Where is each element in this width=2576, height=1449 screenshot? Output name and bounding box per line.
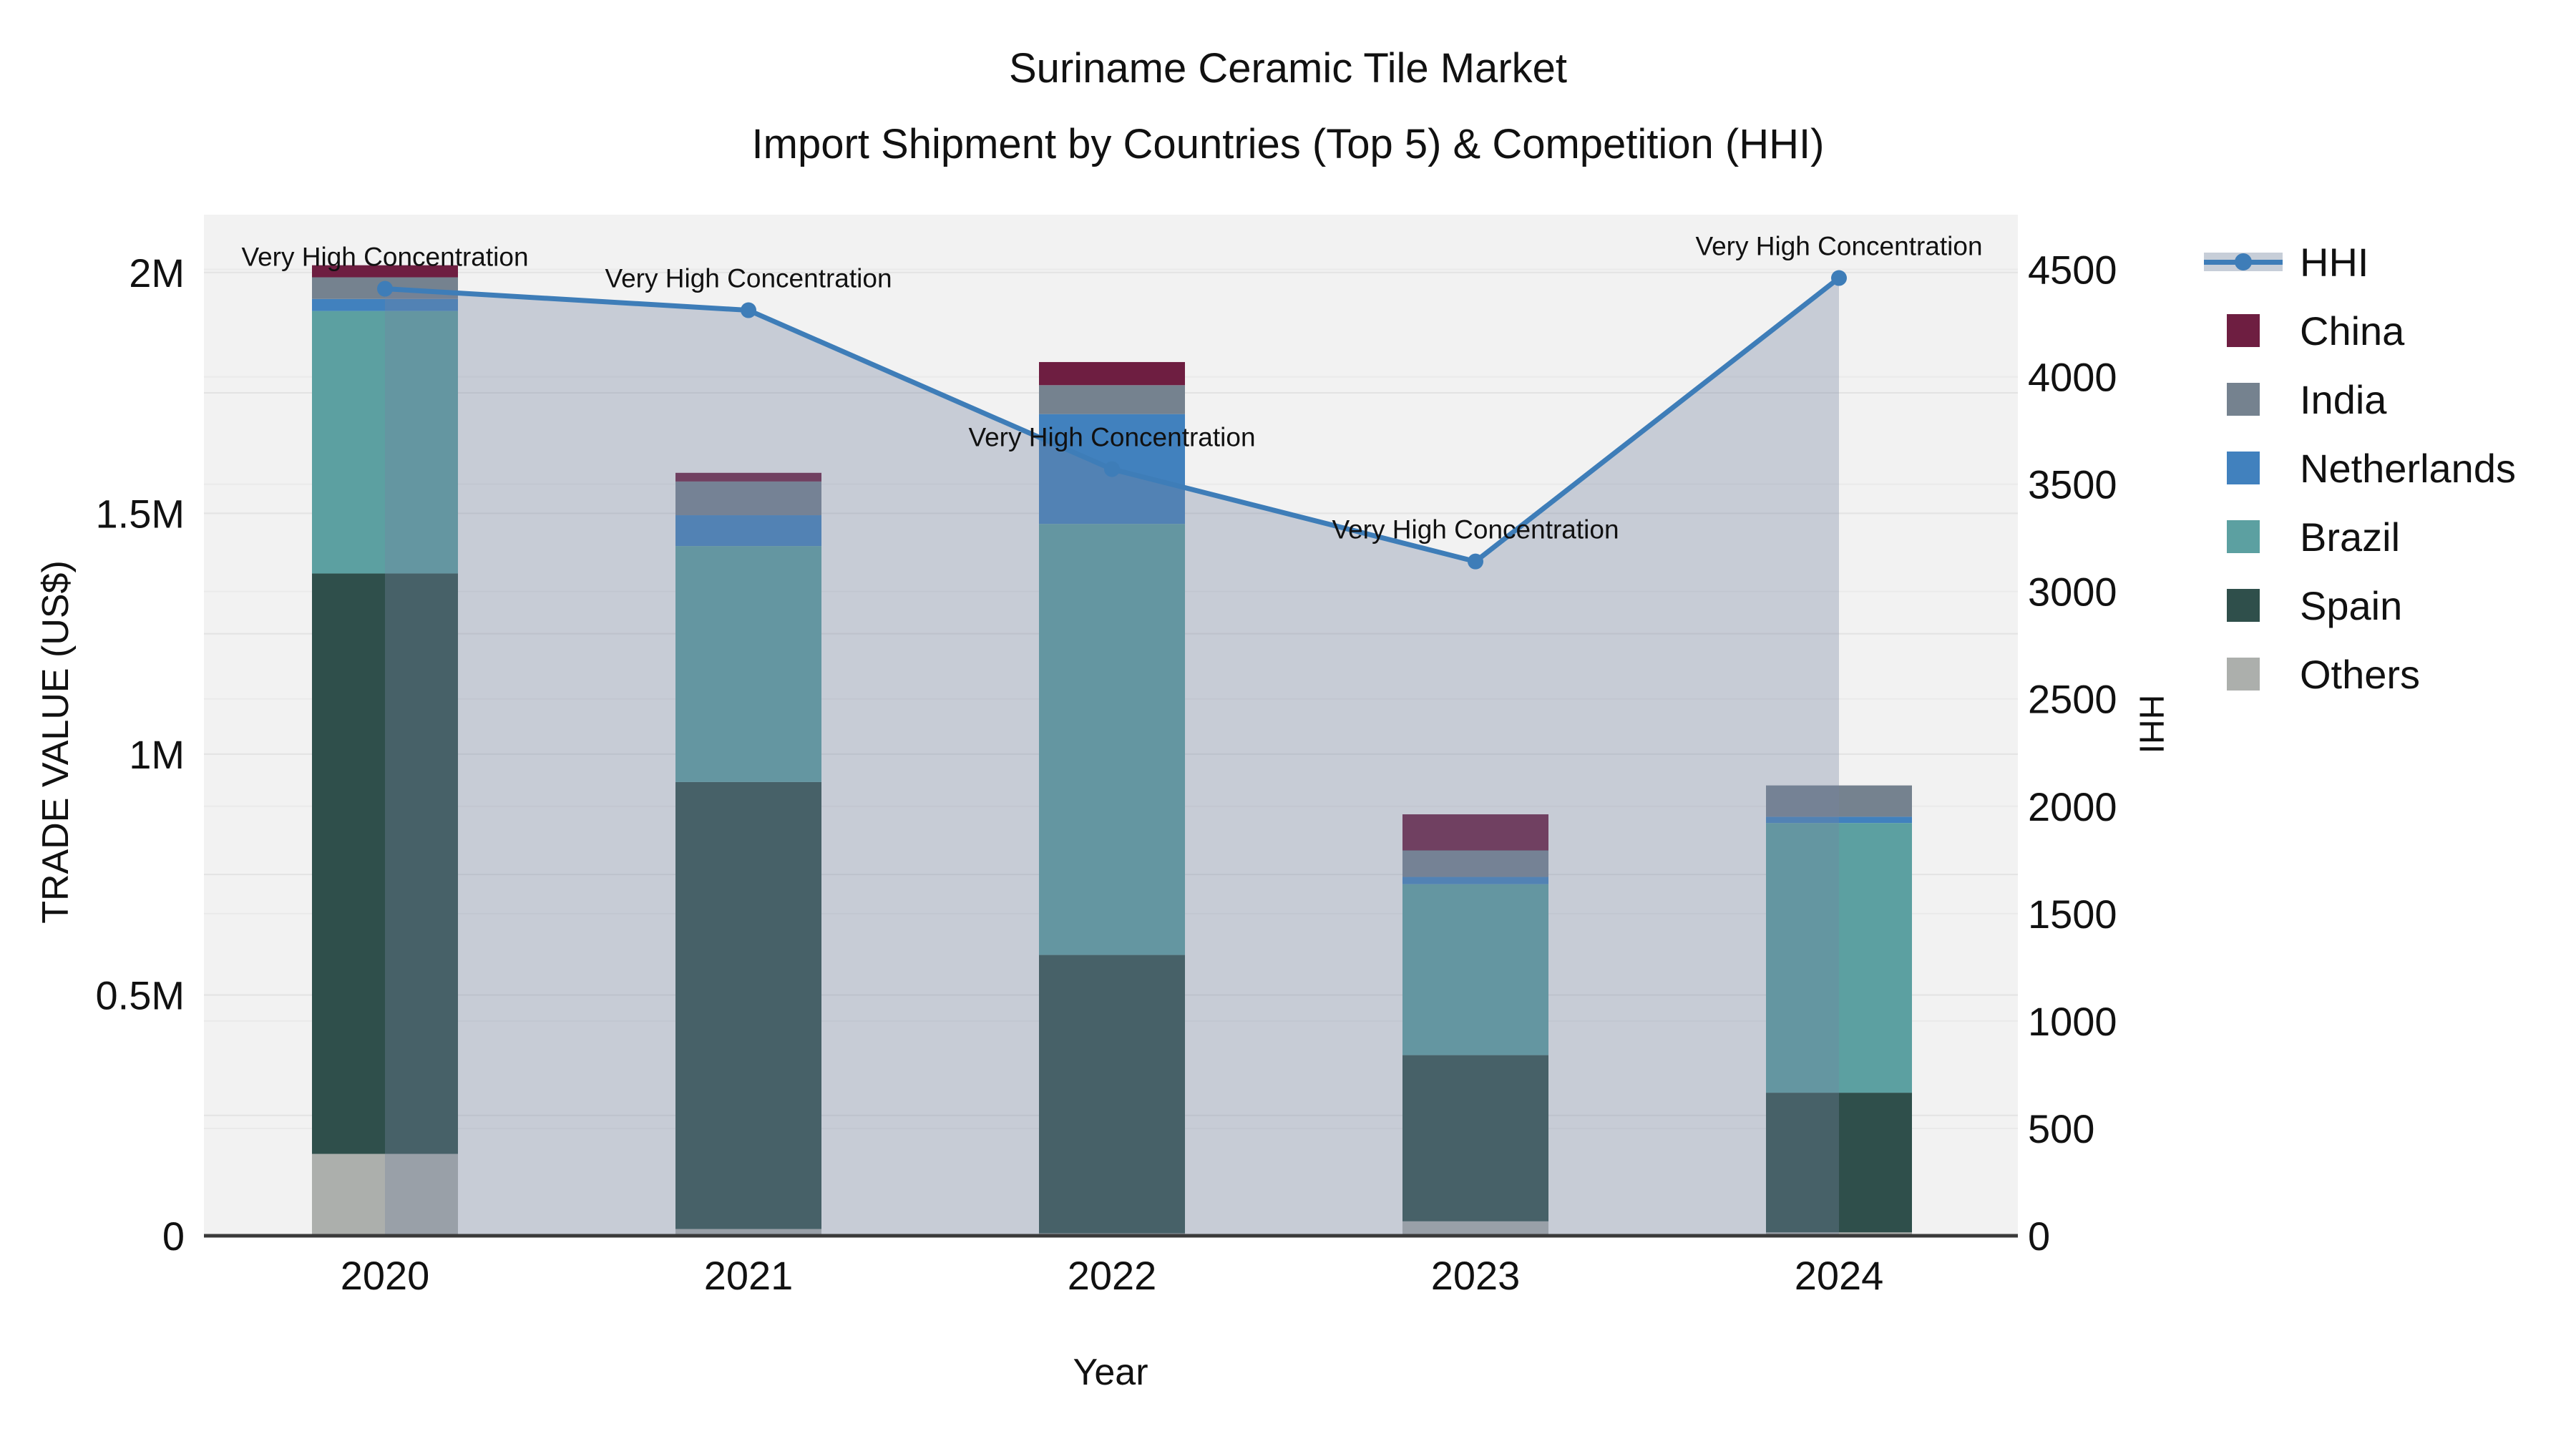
bar-segment-others-2023 — [1402, 1221, 1548, 1236]
x-axis-tick-2023: 2023 — [1431, 1253, 1521, 1298]
bar-segment-india-2022 — [1039, 385, 1185, 414]
bar-segment-brazil-2024 — [1766, 823, 1912, 1093]
legend-label-others: Others — [2300, 651, 2421, 697]
bar-segment-spain-2022 — [1039, 955, 1185, 1234]
swatch-icon-india — [2227, 383, 2260, 416]
bar-segment-netherlands-2023 — [1402, 877, 1548, 884]
legend-item-hhi[interactable]: HHI — [2204, 228, 2516, 296]
swatch-icon-netherlands — [2227, 452, 2260, 484]
bar-segment-china-2023 — [1402, 814, 1548, 851]
legend-swatch-spain — [2204, 589, 2283, 622]
left-axis-tick-1.5M: 1.5M — [96, 491, 185, 536]
legend: HHI China India Netherlands Brazil Spain Other… — [2204, 228, 2516, 708]
hhi-marker-2024 — [1831, 270, 1847, 286]
bar-segment-india-2024 — [1766, 785, 1912, 817]
annotation-2020: Very High Concentration — [241, 243, 528, 272]
left-axis-title: TRADE VALUE (US$) — [35, 560, 77, 924]
right-axis-tick-4000: 4000 — [2028, 355, 2117, 400]
x-axis-tick-2024: 2024 — [1795, 1253, 1884, 1298]
bar-segment-others-2021 — [675, 1229, 821, 1236]
x-axis-tick-2022: 2022 — [1068, 1253, 1157, 1298]
right-axis-title: HHI — [2132, 694, 2170, 754]
left-axis-tick-2M: 2M — [129, 250, 185, 296]
left-axis-tick-0: 0 — [162, 1214, 185, 1259]
right-axis-tick-3000: 3000 — [2028, 570, 2117, 615]
right-axis-tick-0: 0 — [2028, 1214, 2050, 1259]
legend-swatch-china — [2204, 314, 2283, 347]
bar-segment-netherlands-2021 — [675, 515, 821, 547]
bar-segment-netherlands-2020 — [312, 298, 458, 311]
annotation-2022: Very High Concentration — [968, 423, 1255, 452]
left-axis-tick-1M: 1M — [129, 732, 185, 777]
annotation-2021: Very High Concentration — [605, 264, 892, 293]
hhi-marker-icon — [2235, 253, 2252, 270]
legend-label-spain: Spain — [2300, 582, 2403, 628]
legend-item-netherlands[interactable]: Netherlands — [2204, 434, 2516, 502]
hhi-area-fill — [385, 278, 1839, 1236]
swatch-icon-others — [2227, 658, 2260, 691]
right-axis-tick-1500: 1500 — [2028, 892, 2117, 937]
bar-segment-spain-2024 — [1766, 1093, 1912, 1233]
x-axis-tick-2021: 2021 — [704, 1253, 794, 1298]
bar-segment-others-2020 — [312, 1153, 458, 1236]
swatch-icon-china — [2227, 314, 2260, 347]
annotation-2023: Very High Concentration — [1332, 515, 1619, 545]
hhi-marker-2021 — [741, 302, 756, 318]
legend-item-india[interactable]: India — [2204, 365, 2516, 434]
right-axis-tick-1000: 1000 — [2028, 999, 2117, 1044]
legend-label-netherlands: Netherlands — [2300, 445, 2516, 491]
bar-segment-india-2021 — [675, 481, 821, 516]
legend-swatch-india — [2204, 383, 2283, 416]
bar-segment-brazil-2020 — [312, 311, 458, 574]
legend-label-brazil: Brazil — [2300, 514, 2401, 560]
hhi-marker-2020 — [377, 280, 393, 297]
legend-line-sample-icon — [2204, 245, 2283, 278]
legend-swatch-netherlands — [2204, 452, 2283, 484]
hhi-marker-2022 — [1104, 461, 1120, 477]
legend-label-hhi: HHI — [2300, 239, 2369, 285]
swatch-icon-brazil — [2227, 520, 2260, 553]
x-axis-tick-2020: 2020 — [341, 1253, 430, 1298]
legend-swatch-others — [2204, 658, 2283, 691]
right-axis-tick-2500: 2500 — [2028, 677, 2117, 722]
legend-label-india: India — [2300, 376, 2387, 422]
bar-segment-brazil-2023 — [1402, 884, 1548, 1055]
annotation-2024: Very High Concentration — [1695, 232, 1982, 261]
chart-subtitle: Import Shipment by Countries (Top 5) & C… — [751, 121, 1825, 167]
hhi-marker-2023 — [1468, 553, 1483, 570]
bar-segment-spain-2021 — [675, 781, 821, 1229]
legend-item-others[interactable]: Others — [2204, 640, 2516, 708]
bar-segment-brazil-2021 — [675, 546, 821, 782]
right-axis-tick-500: 500 — [2028, 1106, 2094, 1151]
bar-segment-china-2022 — [1039, 361, 1185, 386]
left-axis-tick-0.5M: 0.5M — [96, 972, 185, 1018]
legend-item-brazil[interactable]: Brazil — [2204, 502, 2516, 571]
bar-segment-china-2020 — [312, 265, 458, 278]
bar-segment-netherlands-2024 — [1766, 816, 1912, 824]
legend-item-china[interactable]: China — [2204, 296, 2516, 365]
right-axis-tick-3500: 3500 — [2028, 462, 2117, 507]
bar-segment-spain-2020 — [312, 573, 458, 1154]
right-axis-tick-2000: 2000 — [2028, 784, 2117, 829]
bar-segment-brazil-2022 — [1039, 524, 1185, 955]
swatch-icon-spain — [2227, 589, 2260, 622]
right-axis-tick-4500: 4500 — [2028, 248, 2117, 293]
bar-segment-spain-2023 — [1402, 1055, 1548, 1221]
legend-label-china: China — [2300, 308, 2405, 353]
bar-segment-india-2023 — [1402, 850, 1548, 877]
chart-title: Suriname Ceramic Tile Market — [1009, 45, 1567, 92]
legend-item-spain[interactable]: Spain — [2204, 571, 2516, 640]
x-axis-title: Year — [1073, 1352, 1148, 1393]
legend-swatch-brazil — [2204, 520, 2283, 553]
bar-segment-china-2021 — [675, 472, 821, 482]
